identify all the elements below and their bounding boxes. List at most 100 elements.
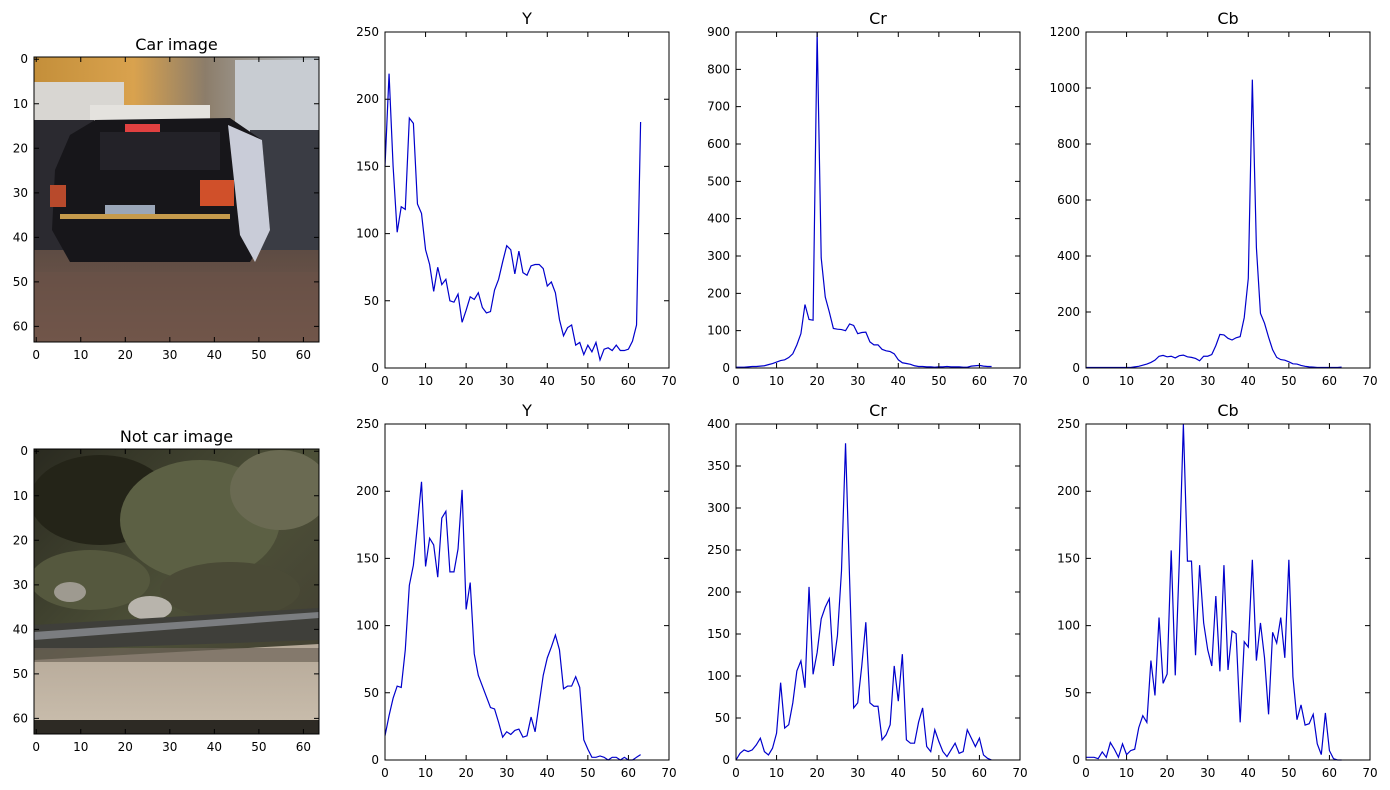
y-tick-label: 0 <box>722 361 730 375</box>
histogram-cb-not-car: Cb 0 10 20 30 40 50 60 70 0 50 100 150 200 250 <box>1057 401 1378 780</box>
y-tick-label: 60 <box>13 319 28 333</box>
y-tick-label: 100 <box>707 669 730 683</box>
image-axis-ticks: 0 10 20 30 40 50 60 0 10 20 30 40 50 60 <box>13 444 319 754</box>
y-tick-label: 600 <box>707 137 730 151</box>
y-tick-label: 100 <box>356 619 379 633</box>
x-tick-label: 0 <box>32 348 40 362</box>
chart-title: Not car image <box>120 427 233 446</box>
y-tick-label: 250 <box>356 25 379 39</box>
y-tick-label: 50 <box>13 275 28 289</box>
x-tick-label: 50 <box>1281 766 1296 780</box>
y-tick-label: 0 <box>20 444 28 458</box>
x-tick-label: 20 <box>810 766 825 780</box>
y-tick-label: 10 <box>13 97 28 111</box>
x-tick-label: 40 <box>207 740 222 754</box>
x-tick-label: 20 <box>459 374 474 388</box>
y-tick-label: 50 <box>715 711 730 725</box>
y-tick-label: 350 <box>707 459 730 473</box>
y-tick-label: 300 <box>707 501 730 515</box>
y-tick-label: 800 <box>707 62 730 76</box>
x-tick-label: 60 <box>972 374 987 388</box>
car-image-panel: Car image 0 10 20 30 40 50 60 0 10 20 30 40 50 60 <box>13 35 320 362</box>
histogram-cr-not-car: Cr 0 10 20 30 40 50 60 70 0 50 100 150 200 250 300 350 4… <box>707 401 1028 780</box>
y-tick-label: 250 <box>707 543 730 557</box>
x-tick-label: 50 <box>580 374 595 388</box>
y-tick-label: 0 <box>371 753 379 767</box>
x-tick-label: 0 <box>381 374 389 388</box>
x-tick-label: 40 <box>1241 374 1256 388</box>
x-tick-label: 30 <box>162 348 177 362</box>
x-tick-label: 30 <box>850 374 865 388</box>
x-tick-label: 60 <box>621 766 636 780</box>
image-axis-ticks: 0 10 20 30 40 50 60 0 10 20 30 40 50 60 <box>13 52 319 362</box>
y-tick-label: 100 <box>707 324 730 338</box>
y-tick-label: 0 <box>20 52 28 66</box>
series-line <box>736 31 992 368</box>
y-tick-label: 50 <box>1065 686 1080 700</box>
y-tick-label: 700 <box>707 100 730 114</box>
x-tick-label: 40 <box>540 374 555 388</box>
x-tick-label: 10 <box>1119 766 1134 780</box>
x-tick-label: 50 <box>1281 374 1296 388</box>
y-tick-label: 0 <box>722 753 730 767</box>
y-tick-label: 150 <box>356 159 379 173</box>
y-tick-label: 400 <box>1057 249 1080 263</box>
x-tick-label: 0 <box>1082 374 1090 388</box>
x-tick-label: 70 <box>1362 374 1377 388</box>
plot-frame <box>735 31 1021 369</box>
y-tick-label: 0 <box>1072 361 1080 375</box>
histogram-y-car: Y 0 10 20 30 40 50 60 70 0 50 100 150 200 250 <box>356 9 677 388</box>
chart-title: Y <box>521 9 532 28</box>
y-tick-label: 300 <box>707 249 730 263</box>
x-tick-label: 30 <box>162 740 177 754</box>
x-tick-label: 70 <box>661 766 676 780</box>
x-tick-label: 30 <box>499 374 514 388</box>
chart-title: Cb <box>1217 9 1238 28</box>
plot-frame <box>384 31 670 369</box>
x-tick-label: 20 <box>118 348 133 362</box>
x-tick-label: 10 <box>73 740 88 754</box>
x-tick-label: 50 <box>931 374 946 388</box>
chart-title: Cb <box>1217 401 1238 420</box>
y-tick-label: 600 <box>1057 193 1080 207</box>
y-tick-label: 400 <box>707 212 730 226</box>
x-tick-label: 20 <box>1160 374 1175 388</box>
y-tick-label: 200 <box>707 585 730 599</box>
series-line <box>384 73 642 363</box>
x-tick-label: 20 <box>810 374 825 388</box>
x-tick-label: 0 <box>732 374 740 388</box>
x-tick-label: 70 <box>1012 766 1027 780</box>
y-tick-label: 200 <box>356 92 379 106</box>
car-photo <box>34 57 319 342</box>
x-tick-label: 10 <box>769 374 784 388</box>
x-tick-label: 60 <box>972 766 987 780</box>
y-tick-label: 50 <box>364 294 379 308</box>
series-line <box>1086 423 1342 761</box>
x-tick-label: 10 <box>418 766 433 780</box>
chart-title: Car image <box>135 35 217 54</box>
y-tick-label: 250 <box>1057 417 1080 431</box>
y-tick-label: 900 <box>707 25 730 39</box>
y-tick-label: 800 <box>1057 137 1080 151</box>
histogram-cr-car: Cr 0 10 20 30 40 50 60 700100200300400500600700… <box>707 9 1028 388</box>
x-tick-label: 30 <box>1200 766 1215 780</box>
x-tick-label: 30 <box>499 766 514 780</box>
x-tick-label: 50 <box>931 766 946 780</box>
x-tick-label: 60 <box>621 374 636 388</box>
series-line <box>384 481 641 761</box>
plot-frame <box>1085 423 1371 761</box>
y-tick-label: 150 <box>707 627 730 641</box>
y-tick-label: 30 <box>13 578 28 592</box>
chart-title: Cr <box>869 9 887 28</box>
y-tick-label: 1200 <box>1049 25 1080 39</box>
x-tick-label: 0 <box>32 740 40 754</box>
x-tick-label: 10 <box>1119 374 1134 388</box>
y-tick-label: 10 <box>13 489 28 503</box>
y-tick-label: 60 <box>13 711 28 725</box>
x-tick-label: 0 <box>732 766 740 780</box>
y-tick-label: 250 <box>356 417 379 431</box>
x-tick-label: 30 <box>850 766 865 780</box>
histogram-cb-car: Cb 0 10 20 30 40 50 60 70 0 200 400 600 800 1000 1200 <box>1049 9 1377 388</box>
x-tick-label: 60 <box>296 740 311 754</box>
y-tick-label: 30 <box>13 186 28 200</box>
